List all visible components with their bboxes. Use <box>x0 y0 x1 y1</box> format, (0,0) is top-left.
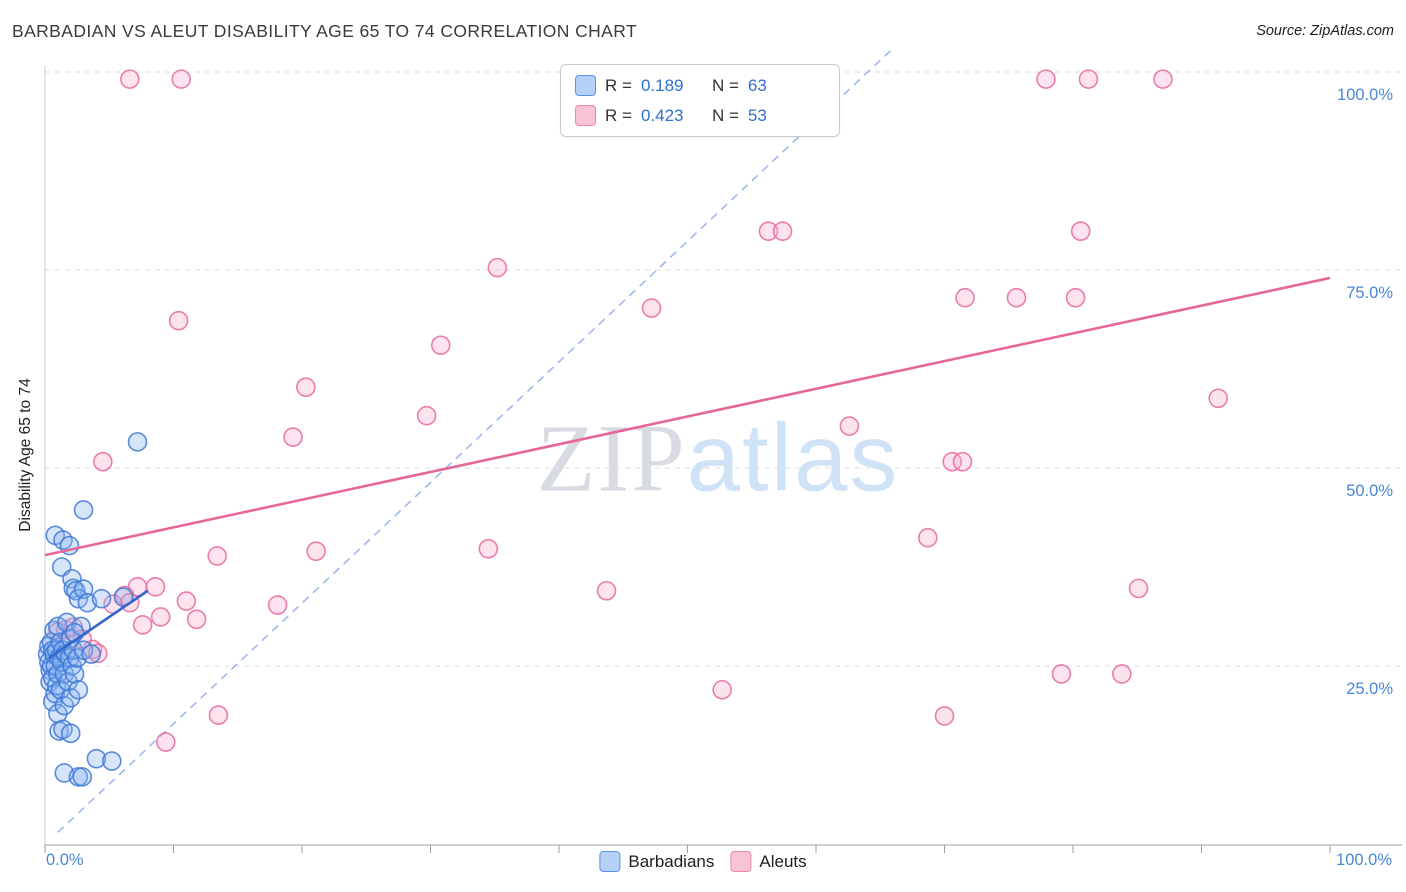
point-aleuts[interactable] <box>942 451 963 472</box>
aleuts-swatch <box>575 105 596 126</box>
point-aleuts[interactable] <box>93 451 113 472</box>
point-aleuts[interactable] <box>1078 69 1099 89</box>
point-barbadians[interactable] <box>81 644 102 664</box>
barbadians-r-value: 0.189 <box>640 75 684 95</box>
point-barbadians[interactable] <box>86 748 107 769</box>
point-aleuts[interactable] <box>1006 287 1027 308</box>
point-aleuts[interactable] <box>207 546 227 566</box>
point-aleuts[interactable] <box>145 576 166 597</box>
y-tick-label-100: 100.0% <box>1337 86 1393 104</box>
aleuts-legend-label: Aleuts <box>759 851 807 871</box>
aleuts-n-value: 53 <box>747 105 767 125</box>
point-aleuts[interactable] <box>758 221 779 241</box>
point-aleuts[interactable] <box>772 221 793 241</box>
point-aleuts[interactable] <box>917 527 938 548</box>
point-aleuts[interactable] <box>171 69 192 89</box>
x-tick-label-min: 0.0% <box>46 851 84 869</box>
point-aleuts[interactable] <box>955 287 975 308</box>
correlation-legend: R = 0.189 N = 63 R = 0.423 N = 53 <box>560 64 840 137</box>
aleuts-legend-swatch <box>730 851 752 872</box>
point-aleuts[interactable] <box>296 377 316 398</box>
barbadians-swatch <box>575 75 596 96</box>
point-barbadians[interactable] <box>64 664 85 684</box>
point-aleuts[interactable] <box>1036 69 1056 89</box>
point-barbadians[interactable] <box>68 679 89 700</box>
point-barbadians[interactable] <box>60 687 81 708</box>
point-aleuts[interactable] <box>176 591 197 611</box>
r-label: R = <box>605 105 632 125</box>
point-aleuts[interactable] <box>712 679 732 700</box>
trend-line-barbadians <box>48 589 149 660</box>
trend-line-aleuts <box>44 276 1331 557</box>
point-aleuts[interactable] <box>283 427 303 447</box>
point-aleuts[interactable] <box>1051 664 1072 684</box>
point-aleuts[interactable] <box>186 609 207 630</box>
point-barbadians[interactable] <box>127 432 148 452</box>
point-aleuts[interactable] <box>306 541 326 561</box>
legend-row-barbadians: R = 0.189 N = 63 <box>575 75 825 96</box>
point-aleuts[interactable] <box>839 416 860 436</box>
point-aleuts[interactable] <box>641 298 662 318</box>
watermark-atlas: atlas <box>686 404 900 512</box>
chart-title: BARBADIAN VS ALEUT DISABILITY AGE 65 TO … <box>12 21 638 41</box>
x-tick-label-max: 100.0% <box>1336 851 1392 869</box>
point-aleuts[interactable] <box>155 732 176 752</box>
point-aleuts[interactable] <box>430 335 451 356</box>
point-aleuts[interactable] <box>1208 388 1229 409</box>
y-tick-label-75: 75.0% <box>1346 284 1393 302</box>
barbadians-legend-label: Barbadians <box>628 851 715 871</box>
legend-item-barbadians[interactable]: Barbadians <box>599 851 714 872</box>
r-label: R = <box>605 75 632 95</box>
y-axis-title: Disability Age 65 to 74 <box>17 378 34 532</box>
point-aleuts[interactable] <box>934 706 955 726</box>
point-aleuts[interactable] <box>1128 578 1149 599</box>
n-label: N = <box>711 105 739 125</box>
point-aleuts[interactable] <box>487 257 508 278</box>
point-barbadians[interactable] <box>91 588 112 609</box>
aleuts-r-value: 0.423 <box>640 105 684 125</box>
source-attribution: Source: ZipAtlas.com <box>1256 23 1394 39</box>
point-aleuts[interactable] <box>208 705 229 725</box>
point-aleuts[interactable] <box>267 595 288 615</box>
y-tick-label-50: 50.0% <box>1346 482 1393 500</box>
point-barbadians[interactable] <box>63 578 84 599</box>
y-tick-label-25: 25.0% <box>1346 680 1393 698</box>
point-aleuts[interactable] <box>416 405 437 426</box>
reference-diagonal-line <box>57 47 894 833</box>
point-aleuts[interactable] <box>132 615 153 635</box>
point-aleuts[interactable] <box>478 538 499 559</box>
point-barbadians[interactable] <box>102 751 122 771</box>
barbadians-n-value: 63 <box>747 75 767 95</box>
point-aleuts[interactable] <box>952 451 973 472</box>
point-aleuts[interactable] <box>1153 69 1173 89</box>
point-aleuts[interactable] <box>150 607 171 627</box>
point-barbadians[interactable] <box>60 723 81 744</box>
point-aleuts[interactable] <box>1112 664 1132 684</box>
legend-row-aleuts: R = 0.423 N = 53 <box>575 105 825 126</box>
point-aleuts[interactable] <box>1070 221 1091 241</box>
series-legend: Barbadians Aleuts <box>599 851 807 872</box>
point-barbadians[interactable] <box>72 767 93 787</box>
barbadians-legend-swatch <box>599 851 621 872</box>
point-aleuts[interactable] <box>596 580 617 601</box>
legend-item-aleuts[interactable]: Aleuts <box>730 851 807 872</box>
point-aleuts[interactable] <box>120 69 140 89</box>
point-barbadians[interactable] <box>73 500 94 520</box>
point-aleuts[interactable] <box>168 310 189 331</box>
n-label: N = <box>711 75 739 95</box>
point-aleuts[interactable] <box>1065 287 1086 308</box>
